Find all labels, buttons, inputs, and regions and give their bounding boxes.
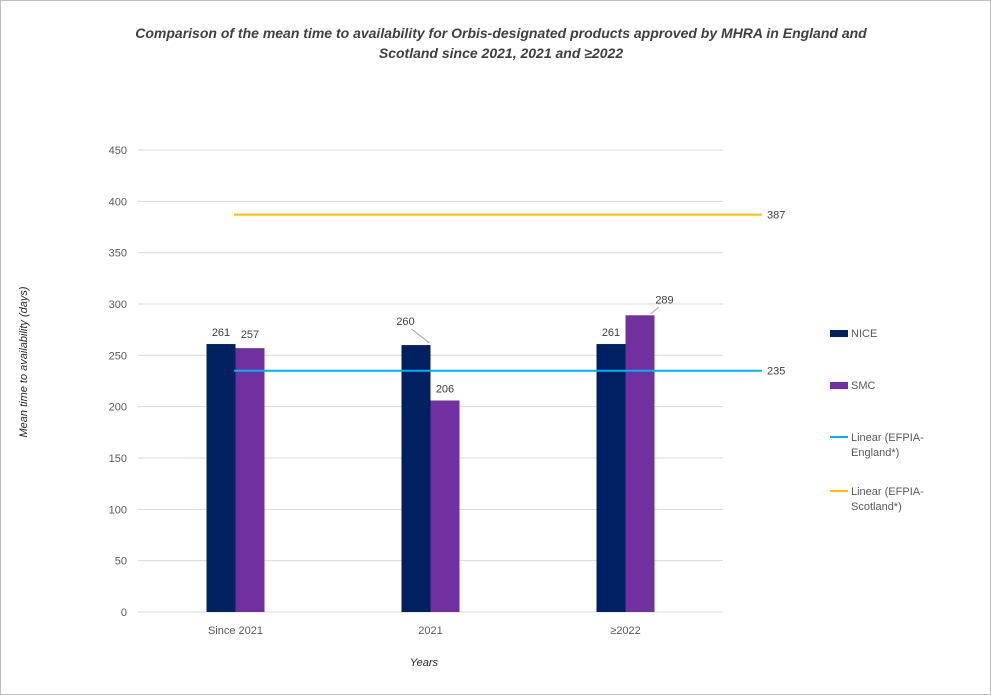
y-tick-label: 100	[109, 504, 127, 516]
y-tick-label: 150	[109, 453, 127, 465]
bar-nice	[401, 345, 431, 612]
legend: NICE SMC Linear (EFPIA- England*) Linear (EF…	[830, 328, 924, 513]
trend-lines	[234, 213, 762, 372]
y-tick-label: 350	[109, 248, 127, 260]
bar-smc	[235, 348, 265, 612]
data-label: 289	[655, 294, 673, 306]
chart-title: Comparison of the mean time to availabil…	[135, 25, 867, 61]
legend-swatch-smc	[830, 382, 848, 389]
x-axis-title: Years	[410, 657, 439, 669]
data-label: 260	[396, 316, 414, 328]
trend-line-label: 235	[767, 366, 785, 378]
legend-label: NICE	[851, 328, 877, 340]
bar-smc	[430, 400, 460, 612]
axes: 0 50 100 150 200 250 300 350 400 450 Since 2021 202…	[18, 145, 641, 669]
legend-label: SMC	[851, 380, 876, 392]
legend-label: Linear (EFPIA-	[851, 432, 924, 444]
y-tick-label: 400	[109, 196, 127, 208]
x-tick-label: ≥2022	[610, 625, 641, 637]
bars	[206, 315, 655, 612]
legend-label: Scotland*)	[851, 501, 902, 513]
legend-swatch-nice	[830, 330, 848, 337]
data-label: 261	[212, 327, 230, 339]
data-labels: 261 257 260 206 261 289 235 387	[212, 210, 786, 396]
y-tick-label: 50	[115, 556, 127, 568]
x-tick-label: Since 2021	[208, 625, 263, 637]
data-label: 261	[602, 327, 620, 339]
y-tick-label: 200	[109, 402, 127, 414]
x-tick-label: 2021	[418, 625, 442, 637]
data-label: 257	[241, 329, 259, 341]
trend-line-label: 387	[767, 210, 785, 222]
y-axis-title: Mean time to availability (days)	[18, 286, 30, 437]
data-label: 206	[436, 384, 454, 396]
bar-nice	[596, 344, 626, 612]
legend-label: England*)	[851, 447, 899, 459]
bar-smc	[625, 315, 655, 612]
legend-label: Linear (EFPIA-	[851, 486, 924, 498]
y-tick-label: 300	[109, 299, 127, 311]
label-leader-line	[411, 328, 430, 344]
y-tick-label: 0	[121, 607, 127, 619]
y-tick-label: 450	[109, 145, 127, 157]
y-tick-label: 250	[109, 350, 127, 362]
bar-nice	[206, 344, 236, 612]
label-leader-line	[650, 306, 659, 315]
